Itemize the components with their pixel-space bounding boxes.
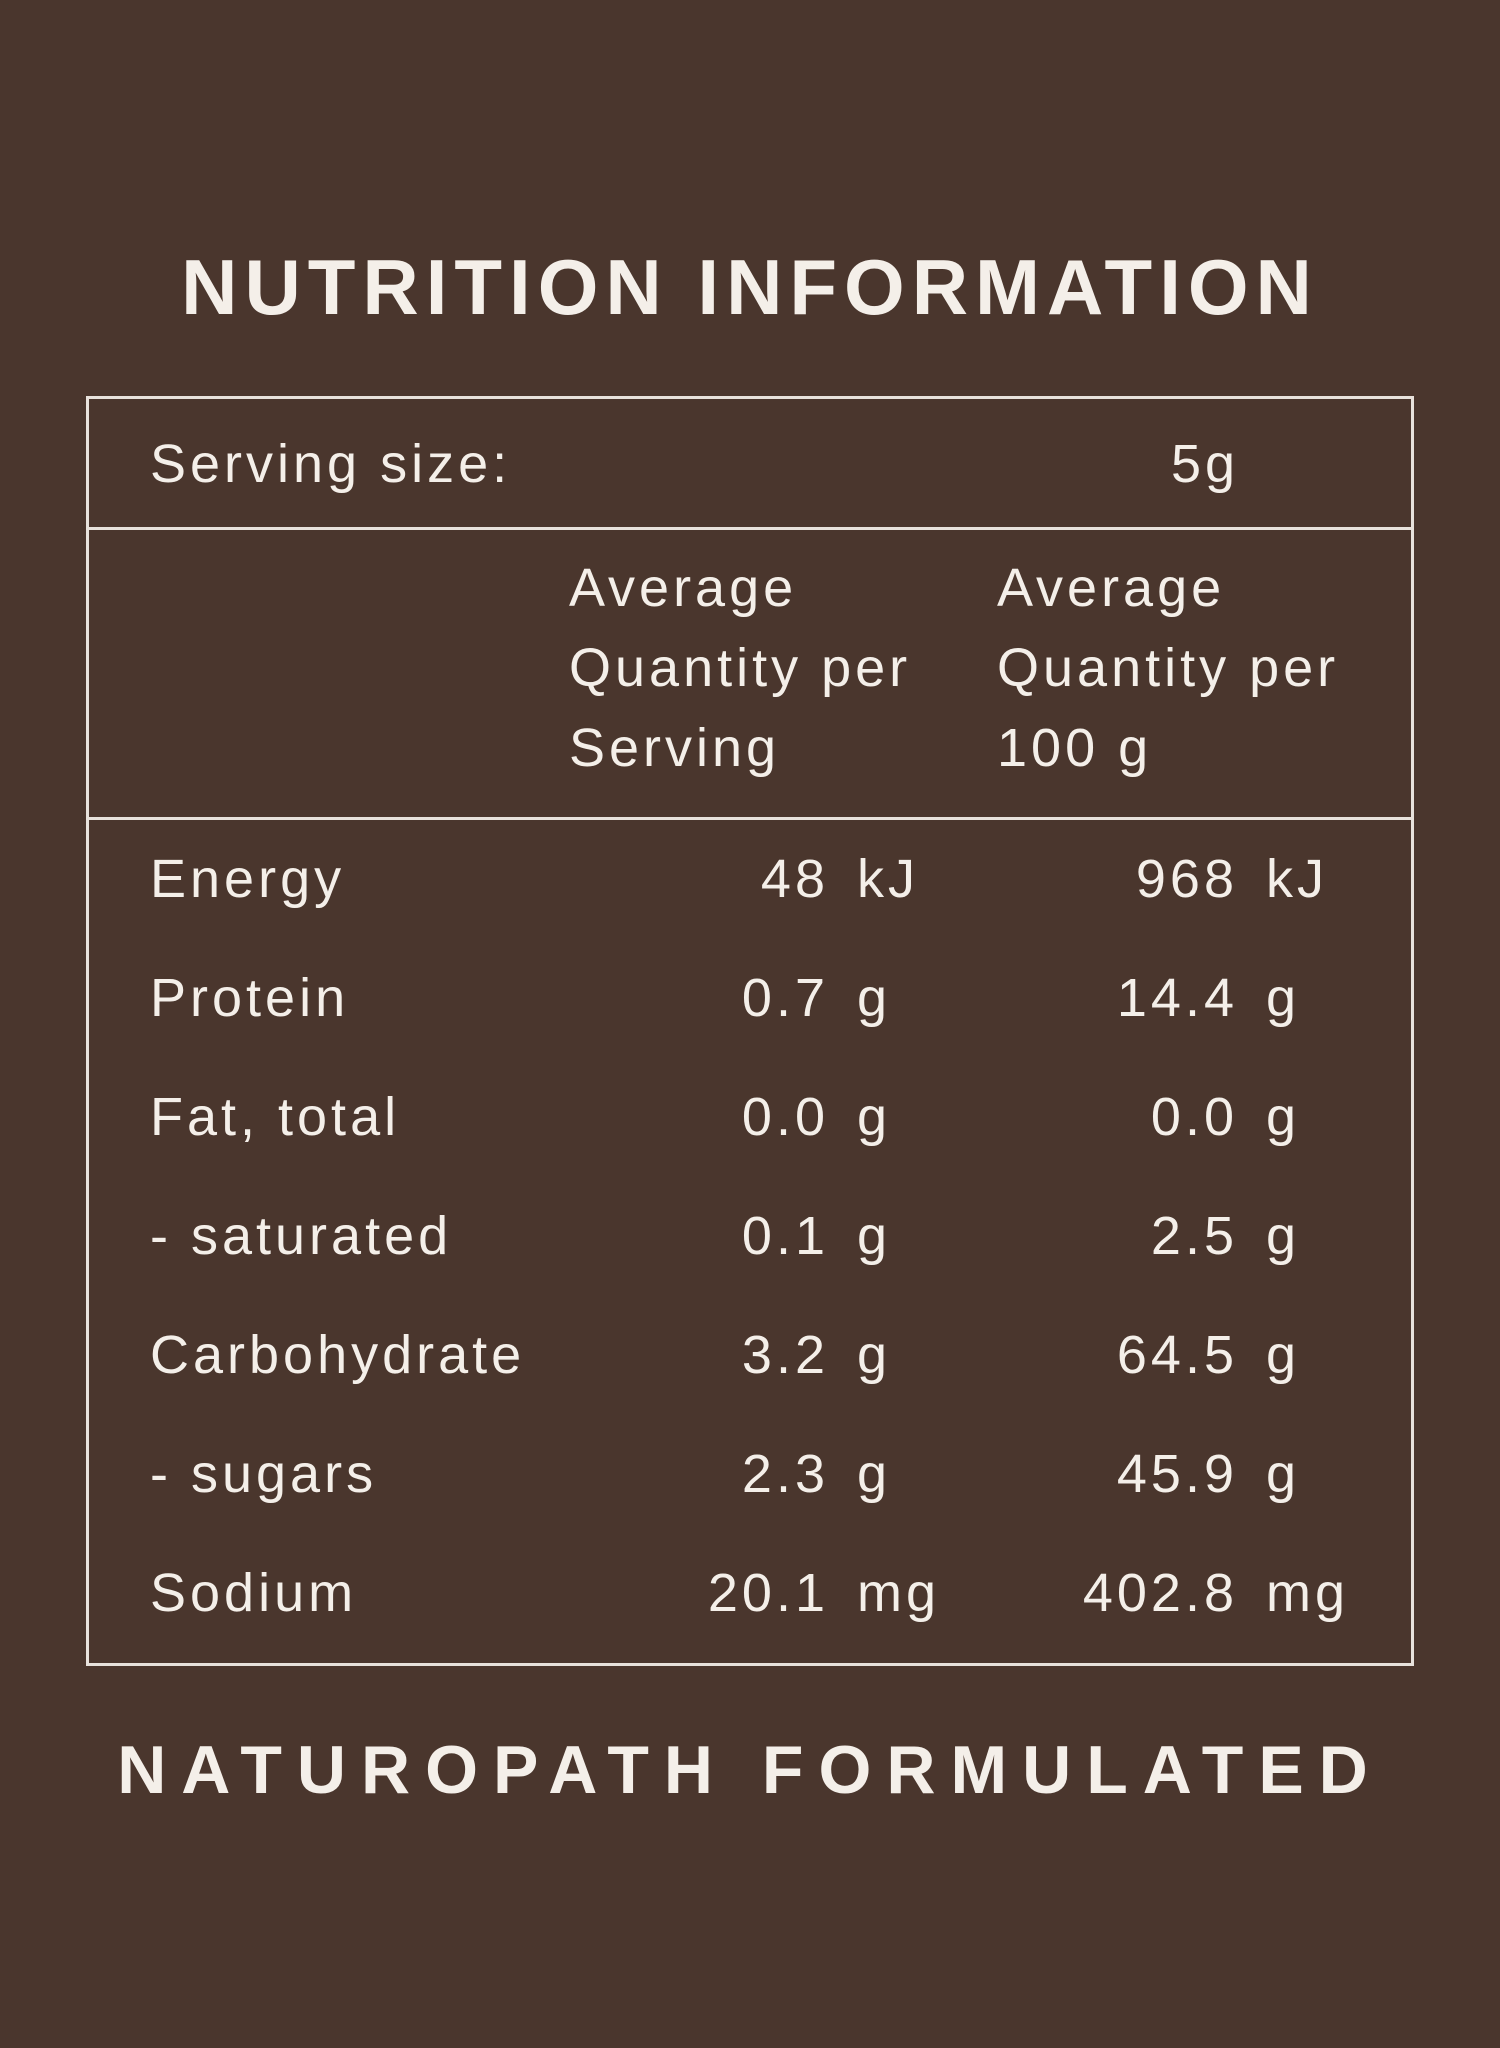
- per-100g-value: 402.8: [1082, 1563, 1238, 1623]
- per-100g-value: 14.4: [1116, 968, 1238, 1028]
- serving-size-row: Serving size: 5g: [89, 399, 1411, 530]
- per-100g-unit: g: [1266, 1206, 1301, 1266]
- serving-unit: kJ: [857, 849, 919, 909]
- column-header-row: Average Quantity per Serving Average Qua…: [89, 530, 1411, 820]
- serving-size-label: Serving size:: [150, 434, 512, 494]
- nutrient-label: - sugars: [150, 1444, 378, 1504]
- per-100g-unit: g: [1266, 1325, 1301, 1385]
- nutrient-label: Energy: [150, 849, 346, 909]
- per-100g-value: 45.9: [1116, 1444, 1238, 1504]
- serving-size-value: 5g: [1171, 434, 1240, 494]
- serving-value: 0.0: [741, 1087, 829, 1147]
- serving-value: 3.2: [741, 1325, 829, 1385]
- nutrition-panel: Serving size: 5g Average Quantity per Se…: [86, 396, 1414, 1666]
- serving-value: 0.1: [741, 1206, 829, 1266]
- serving-value: 2.3: [741, 1444, 829, 1504]
- nutrient-label: Carbohydrate: [150, 1325, 526, 1385]
- page-title: NUTRITION INFORMATION: [181, 243, 1319, 331]
- per-100g-value: 0.0: [1150, 1087, 1238, 1147]
- per-100g-unit: g: [1266, 1444, 1301, 1504]
- per-100g-value: 64.5: [1116, 1325, 1238, 1385]
- nutrient-label: Protein: [150, 968, 350, 1028]
- nutrient-label: Fat, total: [150, 1087, 401, 1147]
- per-100g-value: 968: [1135, 849, 1238, 909]
- nutrient-label: - saturated: [150, 1206, 453, 1266]
- per-100g-unit: kJ: [1266, 849, 1328, 909]
- serving-value: 20.1: [707, 1563, 829, 1623]
- serving-unit: g: [857, 968, 892, 1028]
- footer-tagline: NATUROPATH FORMULATED: [117, 1732, 1383, 1808]
- serving-unit: g: [857, 1206, 892, 1266]
- per-100g-value: 2.5: [1150, 1206, 1238, 1266]
- serving-value: 0.7: [741, 968, 829, 1028]
- serving-unit: mg: [857, 1563, 941, 1623]
- per-100g-unit: g: [1266, 1087, 1301, 1147]
- nutrient-label: Sodium: [150, 1563, 358, 1623]
- column-header-per-100g: Average Quantity per 100 g: [997, 558, 1340, 778]
- per-100g-unit: mg: [1266, 1563, 1350, 1623]
- per-100g-unit: g: [1266, 968, 1301, 1028]
- serving-unit: g: [857, 1087, 892, 1147]
- serving-unit: g: [857, 1444, 892, 1504]
- serving-unit: g: [857, 1325, 892, 1385]
- serving-value: 48: [760, 849, 829, 909]
- column-header-per-serving: Average Quantity per Serving: [569, 558, 912, 778]
